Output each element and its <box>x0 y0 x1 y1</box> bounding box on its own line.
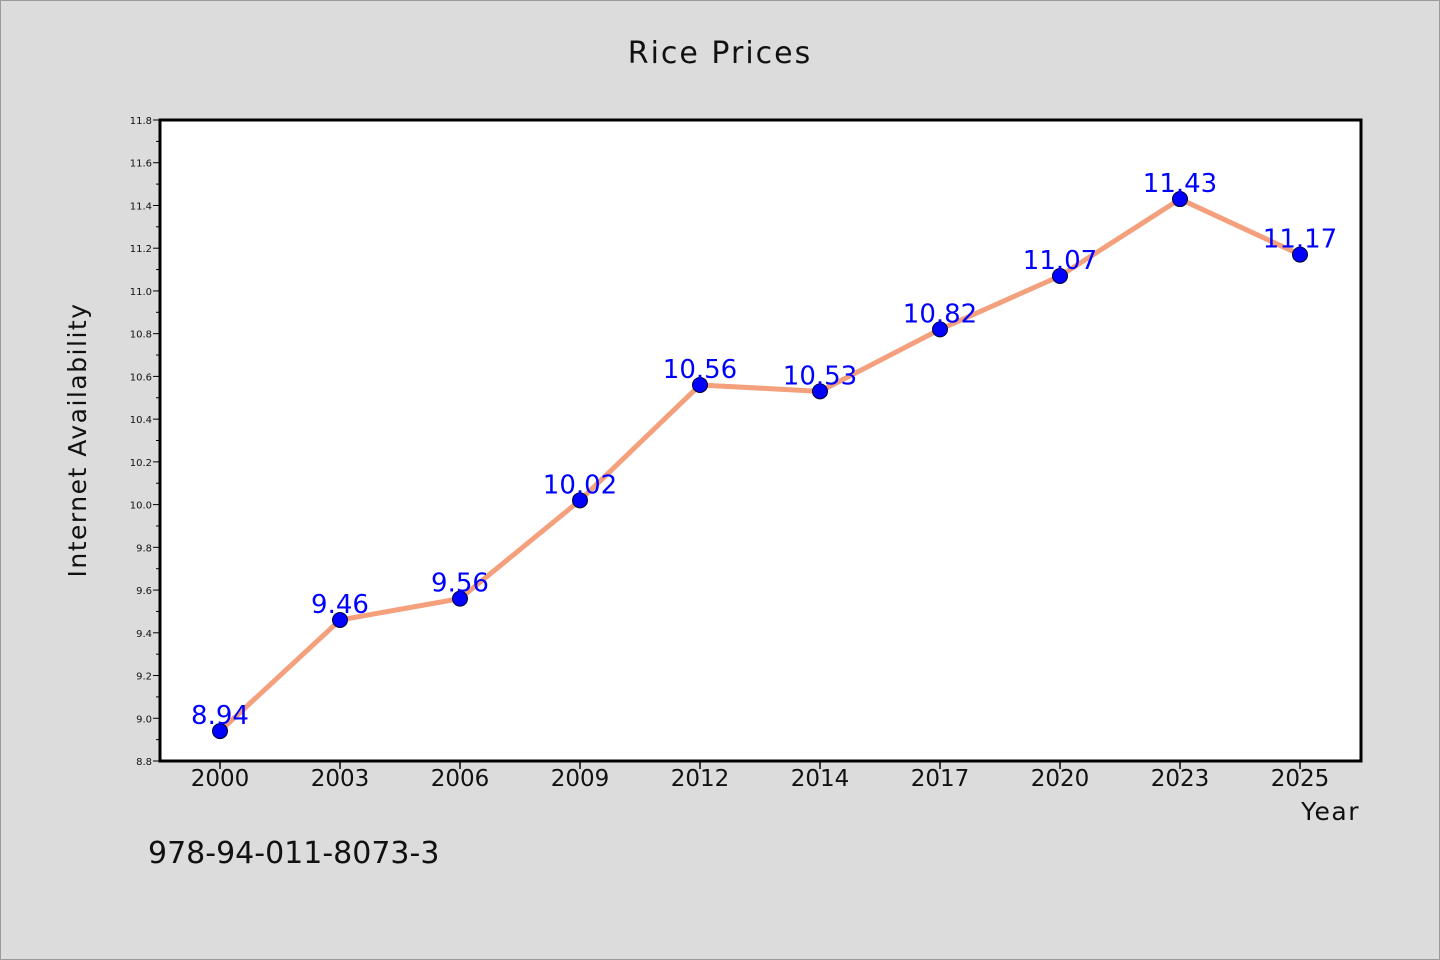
code-annotation: 978-94-011-8073-3 <box>148 836 439 871</box>
data-point <box>332 611 348 628</box>
x-tick-label: 2025 <box>1271 766 1330 792</box>
y-tick-label: 9.6 <box>136 586 152 597</box>
x-tick-label: 2023 <box>1151 766 1210 792</box>
x-tick-label: 2017 <box>911 766 970 792</box>
y-tick-label: 11.2 <box>130 244 152 255</box>
data-point <box>1172 191 1188 208</box>
y-tick-label: 9.0 <box>136 714 152 725</box>
data-label: 10.02 <box>543 470 617 500</box>
data-point <box>212 723 228 740</box>
data-label: 8.94 <box>191 701 249 731</box>
data-label: 11.43 <box>1143 169 1217 199</box>
data-point <box>1292 246 1308 263</box>
x-tick-label: 2003 <box>311 766 370 792</box>
data-point <box>812 383 828 400</box>
x-tick-label: 2006 <box>431 766 490 792</box>
x-axis: 2000 2003 2006 2009 2012 2014 2017 2020 2023 2025 <box>191 761 1330 792</box>
y-tick-label: 10.8 <box>130 330 152 341</box>
data-label: 10.53 <box>783 361 857 391</box>
data-point <box>1052 267 1068 284</box>
data-point <box>692 376 708 393</box>
data-label: 10.82 <box>903 299 977 329</box>
y-tick-label: 9.2 <box>136 672 152 683</box>
data-point <box>452 590 468 607</box>
y-tick-label: 11.8 <box>130 116 152 127</box>
y-tick-label: 8.8 <box>136 757 152 768</box>
data-label: 11.17 <box>1263 225 1337 255</box>
chart-title: Rice Prices <box>628 36 812 71</box>
data-label: 9.46 <box>311 590 369 620</box>
data-label: 9.56 <box>431 569 489 599</box>
data-point <box>932 321 948 338</box>
y-tick-label: 10.6 <box>130 372 152 383</box>
y-tick-label: 11.0 <box>130 287 152 298</box>
y-tick-label: 10.2 <box>130 458 152 469</box>
series-group: 8.94 9.46 9.56 10.02 10.56 10.53 10.82 11.07 11.… <box>191 169 1337 740</box>
x-tick-label: 2020 <box>1031 766 1090 792</box>
y-tick-label: 9.4 <box>136 629 152 640</box>
plot-area <box>158 118 1363 763</box>
x-tick-label: 2014 <box>791 766 850 792</box>
data-point <box>572 492 588 509</box>
y-tick-label: 9.8 <box>136 543 152 554</box>
data-label: 11.07 <box>1023 246 1097 276</box>
data-label: 10.56 <box>663 355 737 385</box>
x-tick-label: 2012 <box>671 766 730 792</box>
y-axis: 8.8 9.0 9.2 9.4 9.6 9.8 10.0 10.2 10.4 10.6 10.8 11… <box>130 116 160 768</box>
y-tick-label: 11.4 <box>130 201 152 212</box>
y-axis-label: Internet Availability <box>63 303 92 578</box>
y-tick-label: 10.0 <box>130 501 152 512</box>
y-tick-label: 11.6 <box>130 159 152 170</box>
x-axis-label: Year <box>1300 797 1360 826</box>
x-tick-label: 2009 <box>551 766 610 792</box>
series-line <box>217 196 1303 734</box>
x-tick-label: 2000 <box>191 766 250 792</box>
y-tick-label: 10.4 <box>130 415 152 426</box>
